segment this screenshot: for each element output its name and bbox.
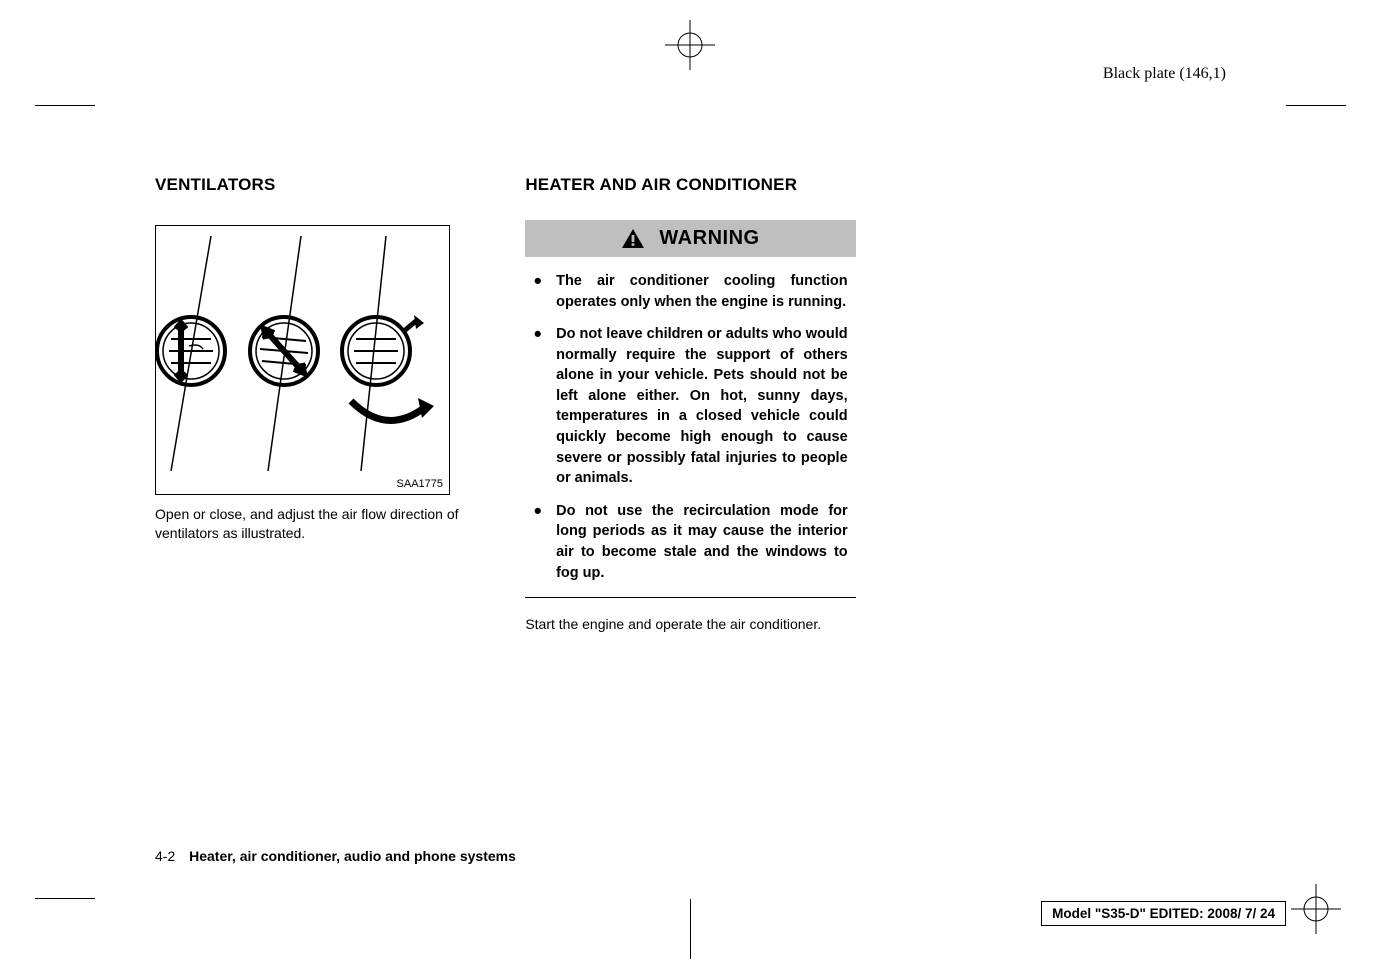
ventilator-figure: SAA1775 [155, 225, 450, 495]
figure-caption: SAA1775 [397, 478, 443, 490]
ventilators-heading: VENTILATORS [155, 175, 485, 195]
warning-triangle-icon [621, 228, 645, 249]
page-content: VENTILATORS [155, 175, 1226, 632]
warning-label: WARNING [659, 227, 759, 250]
warning-text: Do not leave children or adults who woul… [556, 324, 848, 489]
crop-mark [35, 105, 95, 106]
warning-bullet: ● The air conditioner cooling function o… [533, 271, 847, 312]
crop-mark [35, 898, 95, 899]
after-warning-text: Start the engine and operate the air con… [525, 616, 855, 632]
crop-mark [690, 899, 691, 959]
bullet-icon: ● [533, 501, 542, 583]
model-edited-box: Model "S35-D" EDITED: 2008/ 7/ 24 [1041, 901, 1286, 926]
warning-bullet: ● Do not leave children or adults who wo… [533, 324, 847, 489]
warning-text: The air conditioner cooling function ope… [556, 271, 848, 312]
footer-section-title: Heater, air conditioner, audio and phone… [189, 848, 516, 864]
page-number: 4-2 [155, 848, 175, 864]
middle-column: HEATER AND AIR CONDITIONER WARNING ● The… [525, 175, 855, 632]
warning-bullet: ● Do not use the recirculation mode for … [533, 501, 847, 583]
crop-mark [1286, 105, 1346, 106]
ventilator-diagram-icon [156, 236, 451, 471]
registration-target-icon [1291, 884, 1341, 934]
warning-header: WARNING [525, 220, 855, 257]
left-column: VENTILATORS [155, 175, 485, 632]
warning-text: Do not use the recirculation mode for lo… [556, 501, 848, 583]
bullet-icon: ● [533, 324, 542, 489]
warning-box: WARNING ● The air conditioner cooling fu… [525, 220, 855, 598]
warning-list: ● The air conditioner cooling function o… [525, 259, 855, 597]
registration-target-icon [665, 20, 715, 70]
black-plate-label: Black plate (146,1) [1103, 65, 1226, 83]
right-column-empty [896, 175, 1226, 632]
ventilator-body-text: Open or close, and adjust the air flow d… [155, 505, 485, 543]
heater-heading: HEATER AND AIR CONDITIONER [525, 175, 855, 195]
footer-left: 4-2 Heater, air conditioner, audio and p… [155, 848, 516, 864]
bullet-icon: ● [533, 271, 542, 312]
